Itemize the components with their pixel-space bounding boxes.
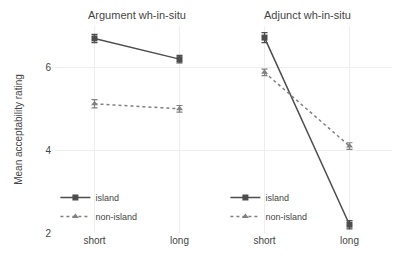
svg-text:long: long <box>340 235 359 246</box>
svg-text:short: short <box>253 235 275 246</box>
svg-text:Adjunct wh-in-situ: Adjunct wh-in-situ <box>264 9 351 21</box>
svg-text:6: 6 <box>45 62 51 73</box>
svg-text:Argument wh-in-situ: Argument wh-in-situ <box>88 9 186 21</box>
svg-text:non-island: non-island <box>265 212 307 222</box>
svg-text:island: island <box>265 193 289 203</box>
svg-text:island: island <box>95 193 119 203</box>
svg-text:non-island: non-island <box>95 212 137 222</box>
svg-text:short: short <box>83 235 105 246</box>
svg-text:Mean acceptability rating: Mean acceptability rating <box>13 74 24 185</box>
svg-text:2: 2 <box>45 228 51 239</box>
svg-text:4: 4 <box>45 145 51 156</box>
svg-text:long: long <box>170 235 189 246</box>
